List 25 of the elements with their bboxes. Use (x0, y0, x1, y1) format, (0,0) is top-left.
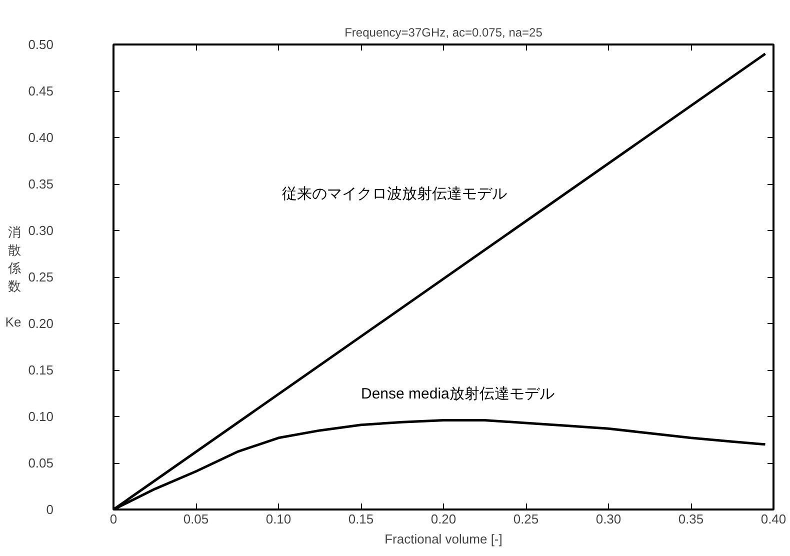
y-tick-label: 0.45 (28, 84, 54, 98)
y-tick-label: 0.35 (28, 176, 54, 192)
x-tick-label: 0.30 (596, 512, 622, 526)
y-tick-label: 0.10 (28, 409, 54, 424)
y-tick-label: 0.15 (28, 362, 54, 378)
y-tick-label: 0 (46, 502, 54, 517)
x-tick-label: 0.40 (760, 512, 786, 526)
x-tick-label: 0.20 (430, 512, 456, 526)
y-tick-label: 0.30 (28, 223, 54, 238)
chart-title: Frequency=37GHz, ac=0.075, na=25 (344, 26, 543, 40)
series-label: 従来のマイクロ波放射伝達モデル (282, 186, 507, 203)
x-tick-label: 0 (110, 512, 118, 526)
x-tick-label: 0.15 (348, 512, 374, 526)
y-tick-label: 0.20 (28, 316, 54, 331)
x-tick-label: 0.25 (513, 512, 539, 526)
y-tick-label: 0.25 (28, 270, 54, 284)
text: 消散係数 Ke (5, 224, 22, 330)
y-tick-label: 0.50 (28, 37, 54, 52)
x-tick-label: 0.10 (266, 512, 292, 526)
y-tick-label: 0.05 (28, 456, 54, 470)
series-label: Dense media放射伝達モデル (361, 386, 554, 403)
x-axis-title: Fractional volume [-] (384, 532, 502, 546)
y-tick-label: 0.40 (28, 130, 54, 145)
x-tick-label: 0.05 (183, 512, 209, 526)
x-tick-label: 0.35 (678, 512, 704, 526)
